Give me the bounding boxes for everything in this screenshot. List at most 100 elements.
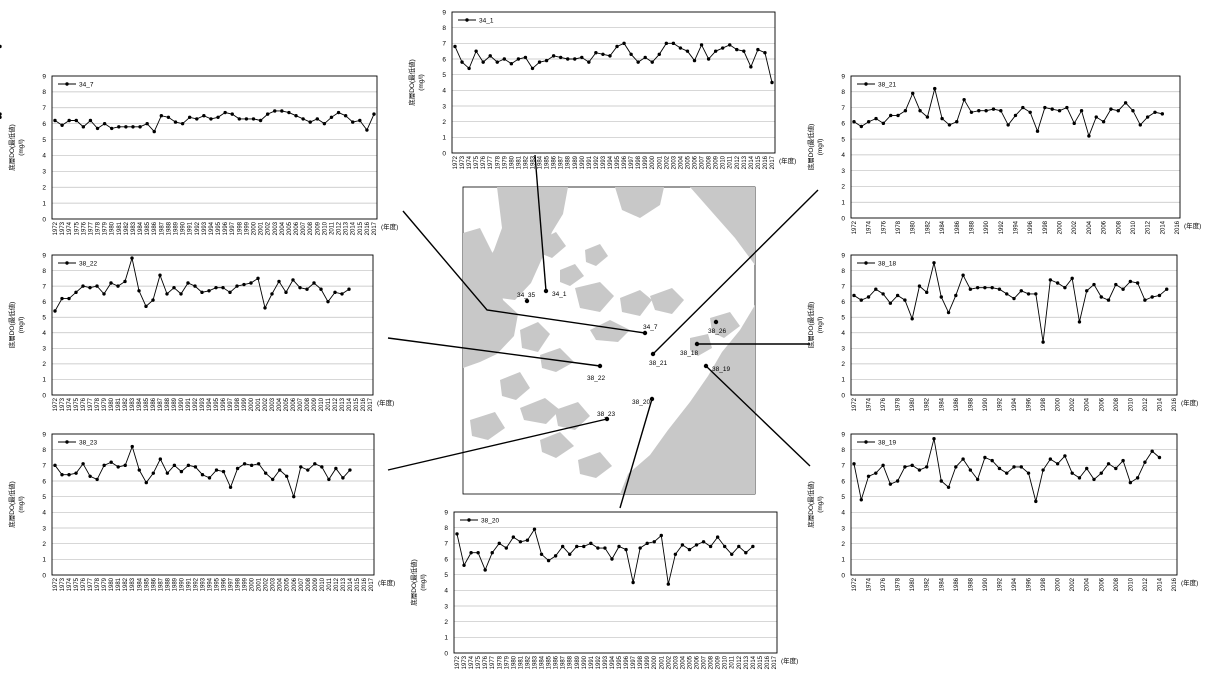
legend-label: 38_22 (79, 260, 97, 267)
x-tick-label: 2011 (728, 155, 734, 169)
x-tick-label: 1974 (867, 220, 873, 234)
data-point (53, 118, 57, 123)
y-tick-label: 8 (42, 268, 46, 275)
x-tick-label: 1973 (462, 655, 468, 669)
x-tick-label: 1978 (96, 221, 102, 235)
x-tick-label: 1973 (60, 577, 66, 591)
x-tick-label: 1994 (1012, 397, 1018, 411)
data-point (659, 533, 663, 538)
x-tick-label: 1973 (60, 221, 66, 235)
x-tick-label: 1988 (568, 655, 574, 669)
x-tick-label: 1999 (645, 655, 651, 669)
x-tick-label: 1980 (911, 220, 917, 234)
x-tick-label: 1979 (102, 397, 108, 411)
y-tick-label: 1 (42, 557, 46, 564)
x-tick-label: 1985 (144, 577, 150, 591)
data-point (680, 543, 685, 547)
data-point (172, 463, 177, 468)
data-point (284, 290, 288, 295)
x-tick-label: 2001 (659, 655, 665, 669)
x-tick-label: 2012 (337, 221, 343, 235)
data-point (81, 462, 85, 466)
data-point (1101, 120, 1106, 124)
x-tick-label: 1984 (939, 577, 945, 591)
plot-frame (451, 11, 776, 154)
data-point (888, 482, 893, 486)
data-point (1028, 110, 1032, 114)
x-tick-label: 1996 (622, 155, 628, 169)
x-tick-label: 1982 (523, 155, 529, 169)
data-point (504, 546, 509, 550)
y-tick-label: 3 (841, 168, 845, 175)
x-tick-label: 2016 (361, 397, 367, 411)
x-tick-label: 1994 (207, 577, 213, 591)
x-tick-label: 1995 (617, 655, 623, 669)
x-tick-label: 2016 (362, 577, 368, 591)
x-tick-label: 2007 (301, 221, 307, 235)
y-tick-label: 9 (42, 252, 46, 259)
data-point (193, 465, 198, 469)
x-tick-label: 1975 (74, 577, 80, 591)
land-5 (575, 282, 614, 312)
land-7 (650, 288, 684, 314)
data-point (889, 113, 893, 118)
x-tick-label: 1996 (223, 221, 229, 235)
leader-lines (387, 154, 819, 509)
x-tick-label: 2014 (348, 577, 354, 591)
x-tick-label: 1980 (910, 577, 916, 591)
y-tick-label: 5 (42, 137, 46, 144)
x-tick-label: 2017 (772, 655, 778, 669)
x-tick-label: 2010 (723, 655, 729, 669)
x-tick-label: 1976 (81, 577, 87, 591)
data-point (1019, 289, 1023, 293)
data-point (610, 557, 614, 561)
y-tick-label: 6 (841, 299, 845, 306)
data-point (200, 290, 204, 295)
chart-38_18: 0 1 2 3 4 5 6 7 8 9 1972 1974 1976 1978 1980 1982 1984 19… (806, 252, 1198, 411)
x-unit-label: (年度) (1181, 398, 1198, 407)
x-unit-label: (年度) (779, 156, 796, 165)
y-tick-label: 9 (442, 9, 446, 16)
y-tick-label: 4 (841, 330, 845, 337)
data-point (990, 285, 994, 290)
y-tick-label: 7 (841, 283, 845, 290)
x-tick-label: 1986 (554, 655, 560, 669)
data-point (645, 541, 649, 546)
y-axis-label: 底層DO(最低値) (409, 559, 418, 606)
x-tick-label: 1988 (969, 220, 975, 234)
series-line (54, 257, 350, 312)
station-label: 38_22 (587, 375, 605, 382)
data-point (109, 460, 113, 464)
data-point (88, 285, 92, 290)
y-axis-unit-label: (mg/l) (18, 139, 25, 156)
data-point (474, 49, 478, 53)
data-point (673, 552, 678, 556)
x-tick-label: 1992 (594, 155, 600, 169)
data-point (961, 457, 965, 461)
x-tick-label: 2010 (1128, 397, 1134, 411)
y-tick-label: 7 (841, 463, 845, 470)
data-point (1070, 471, 1074, 475)
data-point (694, 543, 699, 547)
y-axis-label: 底層DO(最低値) (7, 302, 16, 349)
data-point (881, 121, 886, 126)
x-tick-label: 1993 (601, 155, 607, 169)
leader-line (387, 418, 608, 471)
x-tick-label: 2009 (315, 221, 321, 235)
data-point (575, 544, 579, 549)
data-point (1099, 295, 1103, 299)
data-point (608, 54, 612, 58)
land-13 (555, 402, 590, 430)
x-tick-label: 2003 (270, 397, 276, 411)
y-axis-label: 底層DO(最低値) (407, 59, 416, 106)
data-point (925, 290, 929, 295)
x-tick-label: 1988 (968, 397, 974, 411)
y-tick-label: 6 (841, 478, 845, 485)
data-point (502, 57, 507, 61)
data-point (490, 551, 494, 555)
x-tick-label: 2017 (369, 577, 375, 591)
data-point (179, 469, 184, 474)
data-point (341, 476, 345, 480)
x-tick-label: 1984 (137, 397, 143, 411)
x-tick-label: 2011 (329, 221, 335, 235)
